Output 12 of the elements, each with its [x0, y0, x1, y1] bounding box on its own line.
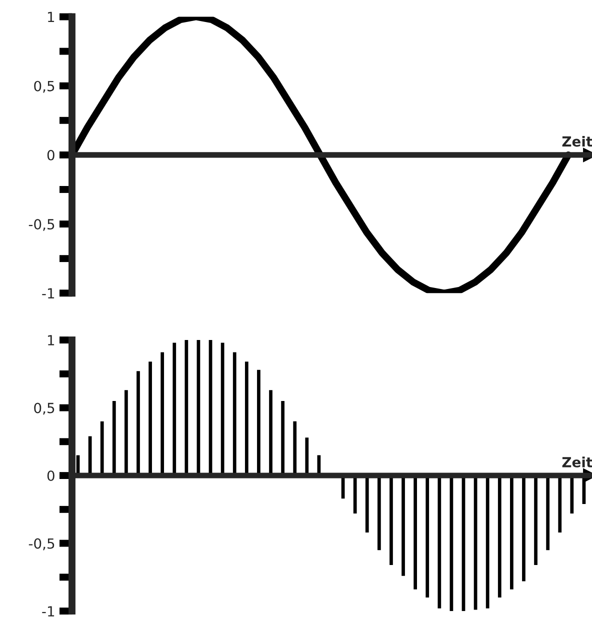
x-axis-title: Zeit [562, 136, 592, 147]
y-tick-label: -0,5 [28, 218, 54, 231]
y-tick-label: -1 [42, 288, 54, 298]
y-tick-label: -0,5 [28, 538, 54, 550]
y-tick-label: 0,5 [34, 402, 54, 415]
x-axis-title: Zeit [562, 456, 592, 468]
y-tick-label: 0,5 [34, 80, 54, 93]
y-tick-label: 0 [47, 150, 54, 160]
y-tick-label: -1 [42, 606, 54, 616]
y-tick-label: 0 [47, 470, 54, 482]
y-tick-label: 1 [48, 12, 54, 22]
y-tick-label: 1 [48, 335, 54, 346]
